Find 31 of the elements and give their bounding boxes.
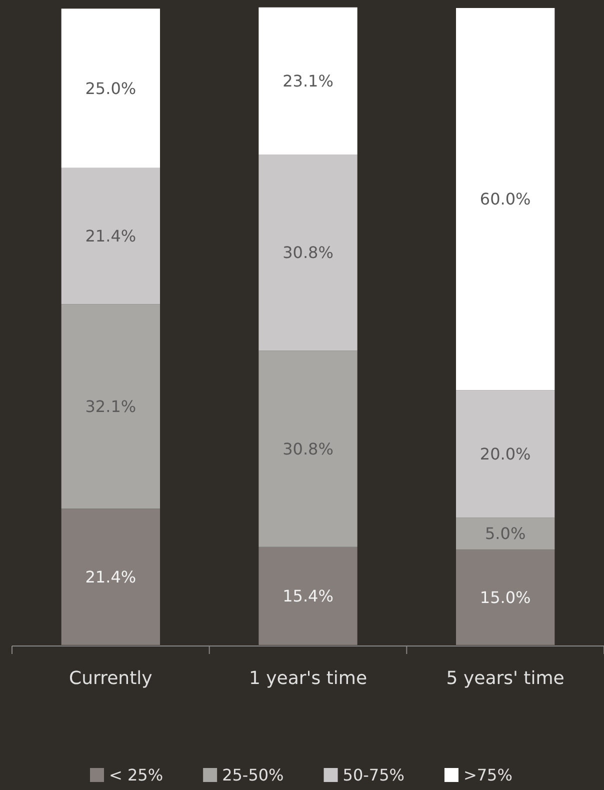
data-label: 21.4% bbox=[85, 567, 136, 586]
bar bbox=[61, 508, 160, 645]
data-label: 25.0% bbox=[85, 78, 136, 98]
data-label: 15.0% bbox=[480, 588, 531, 607]
bar bbox=[258, 546, 358, 645]
data-label: 23.1% bbox=[282, 72, 334, 91]
legend-label: 50-75% bbox=[342, 766, 404, 785]
data-label: 5.0% bbox=[485, 524, 526, 544]
data-label: 30.8% bbox=[282, 439, 334, 458]
bar bbox=[258, 7, 358, 155]
x-tick-label: Currently bbox=[69, 668, 153, 689]
data-label: 30.8% bbox=[282, 243, 334, 262]
data-label: 32.1% bbox=[85, 397, 136, 416]
bar bbox=[258, 350, 358, 547]
bar bbox=[456, 549, 555, 645]
legend-label: < 25% bbox=[109, 766, 164, 785]
legend-label: 25-50% bbox=[222, 766, 284, 785]
legend-label: >75% bbox=[463, 766, 512, 785]
x-tick-label: 5 years' time bbox=[446, 668, 564, 689]
data-label: 15.4% bbox=[282, 586, 334, 606]
bar bbox=[456, 518, 555, 550]
bar bbox=[61, 8, 160, 168]
bar bbox=[258, 154, 358, 351]
bar bbox=[456, 390, 555, 518]
bar bbox=[61, 168, 160, 304]
data-label: 60.0% bbox=[480, 190, 531, 209]
data-label: 21.4% bbox=[85, 226, 136, 246]
bar bbox=[456, 8, 555, 390]
data-label: 20.0% bbox=[480, 444, 531, 464]
x-tick-label: 1 year's time bbox=[248, 668, 368, 689]
bar bbox=[61, 304, 160, 509]
